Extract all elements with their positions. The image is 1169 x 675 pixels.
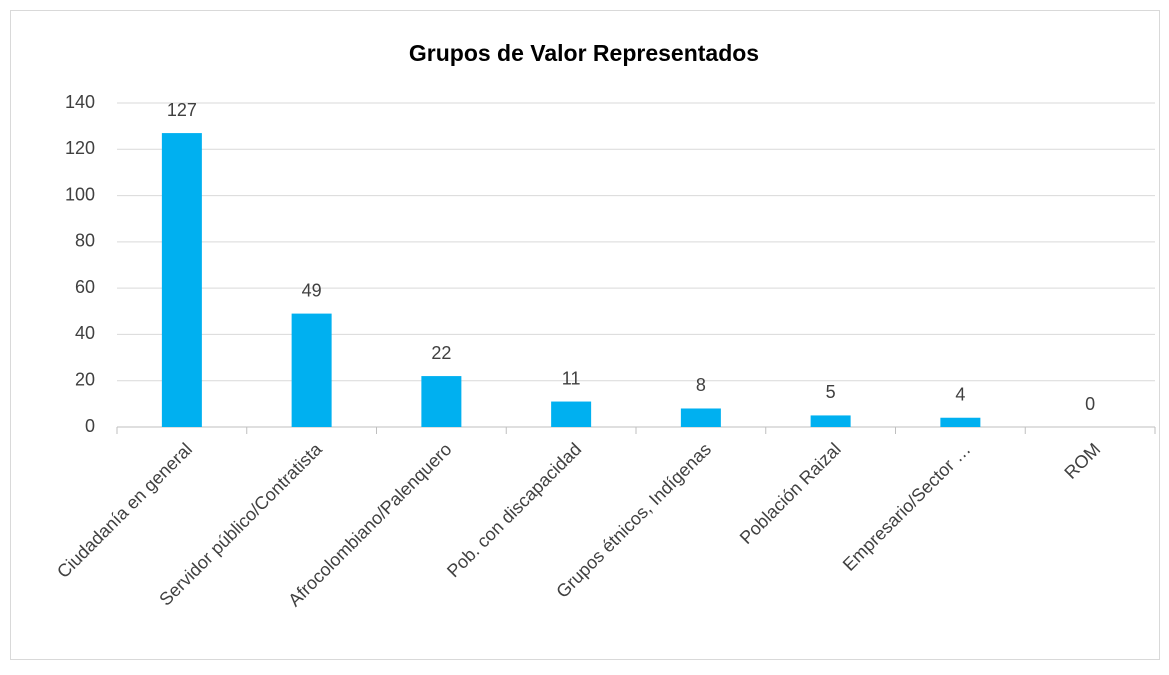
bar <box>291 313 332 427</box>
bar <box>161 133 202 428</box>
chart-title: Grupos de Valor Representados <box>409 40 759 66</box>
data-label: 4 <box>955 384 965 404</box>
data-label: 49 <box>302 280 322 300</box>
data-label: 5 <box>826 382 836 402</box>
bar <box>421 376 462 427</box>
data-label: 8 <box>696 375 706 395</box>
bar <box>680 408 721 427</box>
bar <box>810 415 851 427</box>
data-label: 0 <box>1085 394 1095 414</box>
y-tick-label: 140 <box>65 92 95 112</box>
y-tick-label: 120 <box>65 138 95 158</box>
bar <box>940 417 981 427</box>
chart-frame <box>10 10 1160 660</box>
y-tick-label: 40 <box>75 323 95 343</box>
bar <box>551 401 592 427</box>
data-label: 11 <box>562 368 581 388</box>
y-tick-label: 20 <box>75 369 95 389</box>
y-tick-label: 100 <box>65 184 95 204</box>
y-tick-label: 60 <box>75 277 95 297</box>
data-label: 22 <box>431 343 451 363</box>
y-tick-label: 0 <box>85 416 95 436</box>
data-label: 127 <box>167 100 197 120</box>
y-tick-label: 80 <box>75 231 95 251</box>
